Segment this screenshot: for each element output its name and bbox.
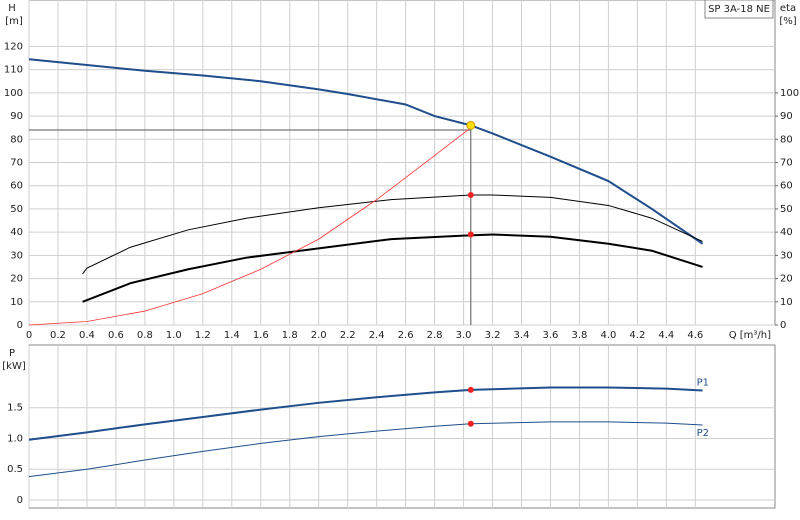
y-axis-unit: [m] [5,16,23,27]
y2-axis-label: eta [780,3,796,14]
y2-tick-label: 20 [780,274,793,285]
x-tick-label: 1.6 [253,330,269,341]
marker [466,120,476,130]
x-tick-label: 0.6 [108,330,124,341]
chart-title: SP 3A-18 NE [708,4,770,15]
x-tick-label: 2.4 [369,330,385,341]
marker [467,231,474,238]
y-tick-label: 90 [10,111,23,122]
x-tick-label: 2.0 [311,330,327,341]
x-tick-label: 3.2 [485,330,501,341]
y-tick-label: 80 [10,134,23,145]
y-tick-label: 70 [10,158,23,169]
y2-tick-label: 80 [780,134,793,145]
series-line [28,127,472,326]
series-line [28,386,703,441]
x-tick-label: 1.8 [282,330,298,341]
y2-tick-label: 40 [780,227,793,238]
y-axis-label: P [9,348,15,359]
y-tick-label: 1.0 [7,433,23,444]
legend-label: P2 [697,428,709,439]
y-tick-label: 20 [10,274,23,285]
x-tick-label: 2.6 [398,330,414,341]
x-axis-label: Q [m³/h] [729,330,771,341]
x-tick-label: 3.8 [571,330,587,341]
x-tick-label: 0.4 [79,330,95,341]
y-tick-label: 40 [10,227,23,238]
y2-tick-label: 90 [780,111,793,122]
y-tick-label: 0 [17,495,23,506]
series-line [82,233,703,303]
y2-tick-label: 60 [780,181,793,192]
x-tick-label: 3.4 [514,330,530,341]
series-line [28,58,704,245]
legend-label: P1 [697,378,709,389]
series-line [82,194,703,275]
marker [467,420,474,427]
x-tick-label: 2.8 [427,330,443,341]
x-tick-label: 0.8 [137,330,153,341]
marker [467,192,474,198]
y2-tick-label: 10 [780,297,793,308]
y2-tick-label: 100 [780,88,799,99]
x-tick-label: 3.0 [456,330,472,341]
y2-tick-label: 30 [780,250,793,261]
y2-tick-label: 70 [780,158,793,169]
x-tick-label: 1.4 [224,330,240,341]
y-tick-label: 1.5 [7,403,23,414]
y-tick-label: 50 [10,204,23,215]
x-tick-label: 4.6 [687,330,703,341]
x-tick-label: 2.2 [340,330,356,341]
x-tick-label: 0.2 [50,330,66,341]
y-axis-unit: [kW] [2,361,26,372]
x-tick-label: 1.2 [195,330,211,341]
series-line [28,421,703,478]
y2-axis-unit: [%] [779,16,796,27]
y-tick-label: 0.5 [7,464,23,475]
y-axis-label: H [8,3,16,14]
x-tick-label: 4.4 [658,330,674,341]
x-tick-label: 3.6 [543,330,559,341]
y-tick-label: 120 [4,41,23,52]
y-tick-label: 10 [10,297,23,308]
x-tick-label: 1.0 [166,330,182,341]
title-box [704,0,774,19]
marker [467,386,474,393]
y-tick-label: 0 [17,320,23,331]
y-tick-label: 60 [10,181,23,192]
y-tick-label: 30 [10,250,23,261]
x-tick-label: 4.2 [629,330,645,341]
x-tick-label: 0 [26,330,32,341]
y-tick-label: 100 [4,88,23,99]
y2-tick-label: 0 [780,320,786,331]
plot-area [28,344,776,509]
y2-tick-label: 50 [780,204,793,215]
x-tick-label: 4.0 [600,330,616,341]
y-tick-label: 110 [4,65,23,76]
